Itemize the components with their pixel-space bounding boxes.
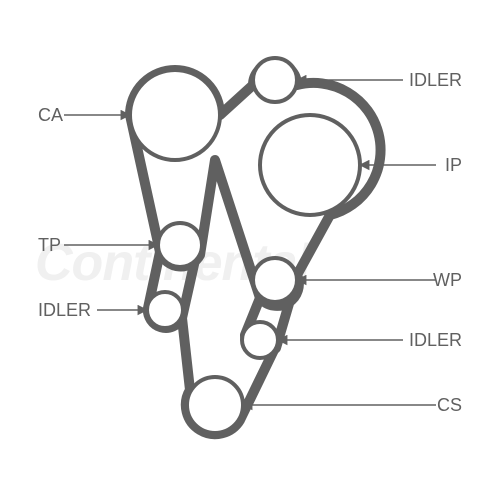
belt-diagram: Continental CAIDLERIPTPWPIDLERIDLERCS: [0, 0, 500, 500]
label-idler_r: IDLER: [409, 330, 462, 350]
label-cs: CS: [437, 395, 462, 415]
label-ca: CA: [38, 105, 63, 125]
pulley-cs: [187, 377, 243, 433]
label-idler_l: IDLER: [38, 300, 91, 320]
pulley-ca: [130, 70, 220, 160]
label-idler_top: IDLER: [409, 70, 462, 90]
pulley-wp: [253, 258, 297, 302]
pulley-tp: [158, 223, 202, 267]
label-tp: TP: [38, 235, 61, 255]
pulley-idler_top: [253, 58, 297, 102]
pulley-ip: [260, 115, 360, 215]
label-wp: WP: [433, 270, 462, 290]
pulley-idler_r: [242, 322, 278, 358]
label-ip: IP: [445, 155, 462, 175]
pulley-idler_l: [147, 292, 183, 328]
